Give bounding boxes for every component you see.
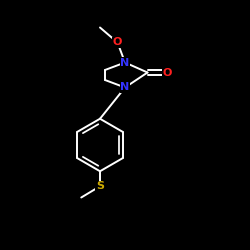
Text: O: O xyxy=(163,68,172,78)
Text: N: N xyxy=(120,58,130,68)
Text: N: N xyxy=(120,82,130,92)
Text: S: S xyxy=(96,181,104,191)
Text: O: O xyxy=(113,38,122,48)
